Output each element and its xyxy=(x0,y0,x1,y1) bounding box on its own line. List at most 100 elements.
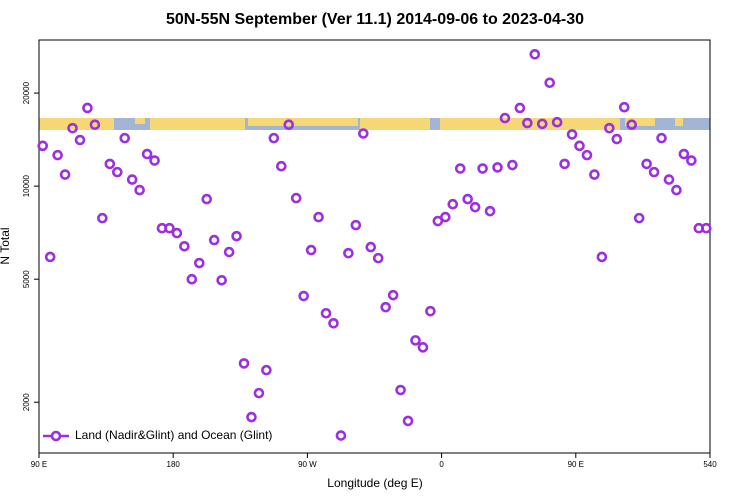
data-point xyxy=(425,305,436,317)
data-point xyxy=(626,119,638,131)
data-point xyxy=(216,274,227,286)
data-point xyxy=(551,116,563,128)
data-point xyxy=(111,166,123,178)
data-point xyxy=(44,251,56,263)
data-point xyxy=(633,212,645,224)
land-strip xyxy=(625,118,655,126)
data-point xyxy=(231,230,242,242)
data-point xyxy=(663,174,675,185)
data-point xyxy=(618,101,630,113)
data-point xyxy=(52,149,63,161)
data-point xyxy=(507,159,518,171)
data-point xyxy=(246,411,257,423)
data-point xyxy=(59,169,71,180)
data-point xyxy=(454,163,466,174)
data-point xyxy=(604,122,615,134)
data-point xyxy=(596,251,608,263)
data-point xyxy=(514,102,526,114)
data-point xyxy=(686,155,697,166)
data-point xyxy=(298,290,309,302)
data-point xyxy=(223,246,235,258)
data-point xyxy=(641,158,652,170)
data-point xyxy=(544,77,556,89)
data-point xyxy=(350,219,362,231)
data-point xyxy=(97,212,108,224)
data-point xyxy=(179,240,190,252)
data-point xyxy=(648,166,660,178)
data-point xyxy=(671,184,682,196)
data-point xyxy=(283,119,295,131)
y-tick-label: 2000 xyxy=(22,393,31,411)
data-point xyxy=(313,211,324,223)
data-point xyxy=(417,342,429,353)
y-tick-label: 20000 xyxy=(22,81,31,104)
data-point xyxy=(372,252,384,264)
data-point xyxy=(149,155,160,166)
data-point xyxy=(387,289,399,301)
data-point xyxy=(611,133,623,145)
data-point xyxy=(581,149,593,161)
y-tick-label: 5000 xyxy=(22,270,31,288)
data-point xyxy=(74,134,86,146)
data-point xyxy=(462,193,473,205)
data-point xyxy=(276,160,287,172)
data-point xyxy=(678,148,690,160)
data-point xyxy=(320,307,332,319)
data-point xyxy=(395,384,406,396)
plot-frame xyxy=(38,39,711,454)
data-point xyxy=(119,132,131,144)
data-point xyxy=(700,222,712,234)
data-point xyxy=(201,193,213,205)
data-point xyxy=(37,140,49,152)
data-point xyxy=(477,163,488,174)
data-point xyxy=(253,387,265,399)
legend-label: Land (Nadir&Glint) and Ocean (Glint) xyxy=(75,428,272,442)
land-strip xyxy=(360,118,430,130)
data-point xyxy=(358,128,369,139)
land-strip xyxy=(248,118,358,126)
data-point xyxy=(290,192,302,204)
data-point xyxy=(164,222,175,234)
data-point xyxy=(402,415,414,427)
y-tick-label: 10000 xyxy=(22,174,31,197)
x-tick-label: 0 xyxy=(439,460,444,469)
data-point xyxy=(559,158,570,170)
x-tick-label: 90 E xyxy=(31,460,47,469)
data-point xyxy=(141,148,153,160)
data-point xyxy=(186,273,198,285)
x-axis-label: Longitude (deg E) xyxy=(327,476,422,490)
data-point xyxy=(440,211,451,223)
data-point xyxy=(589,169,600,180)
data-point xyxy=(492,162,503,173)
chart-title: 50N-55N September (Ver 11.1) 2014-09-06 … xyxy=(166,11,584,28)
data-point xyxy=(410,335,421,346)
land-strip xyxy=(135,118,145,124)
x-tick-label: 90 E xyxy=(568,460,584,469)
data-point xyxy=(126,174,138,185)
data-point xyxy=(469,201,481,213)
data-point xyxy=(499,112,511,124)
data-point xyxy=(522,117,533,129)
data-point xyxy=(365,241,377,253)
data-point xyxy=(104,158,116,170)
x-tick-label: 540 xyxy=(703,460,717,469)
data-point xyxy=(268,132,280,144)
land-strip xyxy=(150,118,245,130)
data-point xyxy=(380,301,391,313)
data-point xyxy=(536,118,548,130)
data-point xyxy=(89,119,101,131)
data-point xyxy=(343,247,354,259)
data-point xyxy=(328,317,339,329)
data-point xyxy=(566,129,578,140)
data-point xyxy=(67,122,78,134)
data-point xyxy=(82,102,93,114)
data-point xyxy=(208,234,220,246)
data-point xyxy=(484,205,496,217)
data-point xyxy=(656,132,667,144)
data-point xyxy=(335,430,347,441)
data-point xyxy=(171,227,183,239)
y-axis-label: N Total xyxy=(0,227,12,264)
data-point xyxy=(447,198,459,210)
data-point xyxy=(134,184,145,196)
legend-marker xyxy=(50,430,62,442)
